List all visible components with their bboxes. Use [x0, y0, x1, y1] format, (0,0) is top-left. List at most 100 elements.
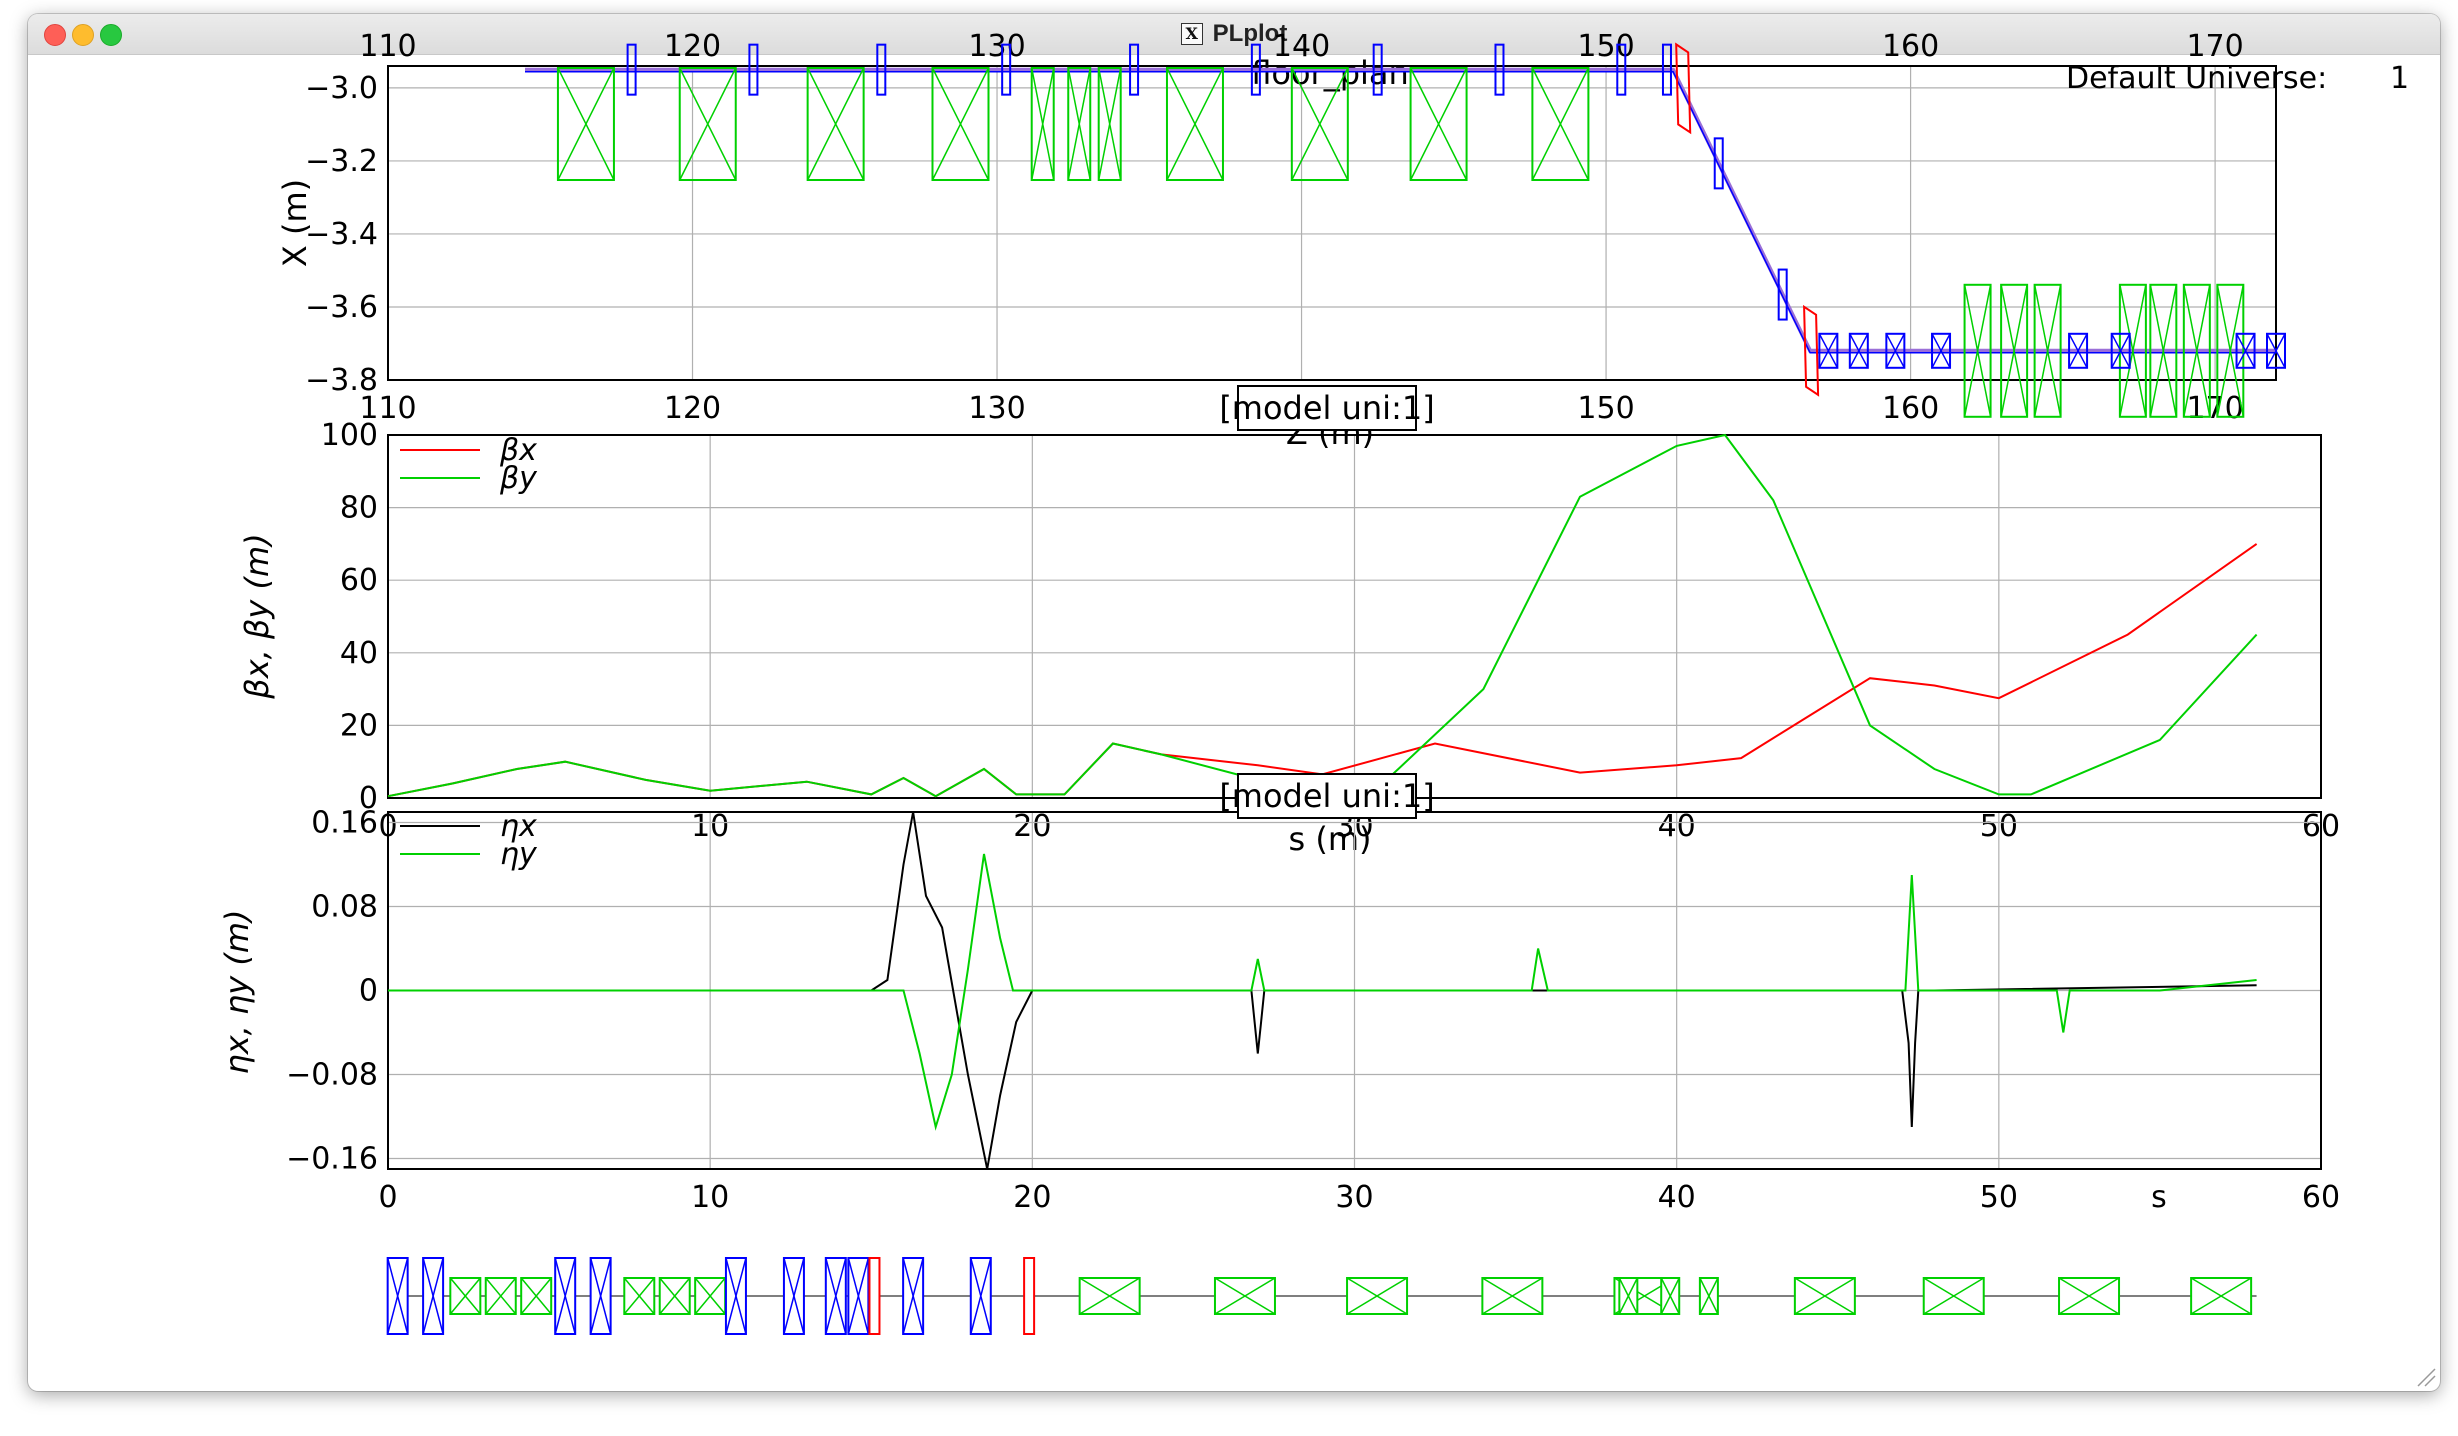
sextupole-cross: [2068, 333, 2088, 369]
plot-canvas: 1101101201201301301401401501501601601701…: [218, 29, 2409, 1335]
lattice-sextupole-cross: [902, 1257, 924, 1335]
sextupole-magnet: [748, 43, 759, 96]
lattice-quad-thin-cross: [1660, 1277, 1680, 1315]
sextupole-magnet: [1494, 43, 1505, 96]
lattice-quad-large-cross: [2190, 1277, 2252, 1315]
quadrupole-cross: [2000, 284, 2028, 417]
panel-title: floor_plan: [1251, 54, 1409, 92]
quadrupole-magnet: [1165, 67, 1224, 181]
legend-label: ηy: [500, 837, 538, 872]
resize-grip-icon[interactable]: [2414, 1365, 2436, 1387]
dispersion-panel: 0 10 20 30 40 50 60 0.16 0.08 0 −0.08 −0.16 [model u…: [218, 773, 2340, 1215]
lattice-quad-large-cross: [1346, 1277, 1408, 1315]
lattice-quad-thin-cross: [1618, 1277, 1639, 1315]
sextupole-magnet: [1848, 332, 1869, 369]
y-axis-label: X (m): [276, 179, 314, 267]
sextupole-cross: [1818, 333, 1839, 369]
x-tick-label: 20: [1013, 1180, 1051, 1215]
sextupole-magnet: [1818, 332, 1839, 369]
quadrupole-magnet: [2000, 283, 2029, 418]
y-tick-label: 40: [340, 636, 378, 671]
y-tick-label: −3.4: [305, 217, 378, 252]
dipole-bend: [1675, 42, 1692, 135]
x-tick-label: 160: [1882, 391, 1939, 426]
x-tick-label-top: 140: [1273, 29, 1330, 64]
quadrupole-magnet: [2216, 283, 2245, 418]
minimize-window-button[interactable]: [72, 24, 94, 46]
sextupole-cross: [1849, 333, 1869, 369]
lattice-quad-small-cross: [449, 1277, 481, 1315]
y-tick-label: −0.16: [286, 1142, 378, 1177]
lattice-layout-panel: [386, 1257, 2257, 1335]
sextupole-magnet: [2235, 332, 2256, 369]
quadrupole-cross: [2183, 284, 2211, 417]
quadrupole-magnet: [1290, 67, 1349, 181]
lattice-sextupole-cross: [386, 1257, 409, 1335]
quadrupole-magnet: [678, 67, 737, 181]
lattice-quad-large-cross: [1794, 1277, 1856, 1315]
sextupole-magnet: [1661, 43, 1672, 96]
quadrupole-magnet: [2149, 283, 2178, 418]
y-tick-label: 100: [321, 418, 378, 453]
quadrupole-cross: [2119, 284, 2147, 417]
close-window-button[interactable]: [44, 24, 66, 46]
x-tick-label-top: 110: [359, 29, 416, 64]
quadrupole-cross: [2033, 284, 2062, 417]
y-tick-label: −3.6: [305, 290, 378, 325]
sextupole-magnet: [1372, 43, 1383, 96]
sextupole-cross: [2235, 333, 2256, 369]
lattice-quad-small-cross: [520, 1277, 552, 1315]
universe-label: Default Universe:: [2066, 61, 2327, 96]
sextupole-cross: [2266, 333, 2286, 369]
plplot-window: X PLplot 1101101201201301301401401501501…: [28, 14, 2440, 1391]
lattice-quad-small-cross: [694, 1277, 726, 1315]
sextupole-magnet: [1616, 43, 1627, 96]
lattice-bend: [868, 1257, 881, 1335]
quadrupole-magnet: [1067, 67, 1092, 181]
legend-label: βy: [499, 461, 538, 496]
x-tick-label: 10: [691, 1180, 729, 1215]
x-tick-label: 120: [664, 391, 721, 426]
x-axis-label: s (m): [1289, 820, 1372, 858]
quadrupole-magnet: [931, 67, 990, 181]
lattice-quad-large-cross: [2058, 1277, 2120, 1315]
title-bar[interactable]: X PLplot: [28, 14, 2440, 55]
y-tick-label: 80: [340, 491, 378, 526]
lattice-quad-small-cross: [623, 1277, 655, 1315]
x-tick-label: 170: [2186, 391, 2243, 426]
quadrupole-cross: [1030, 67, 1055, 181]
beamline-path: [525, 67, 2276, 353]
uni-label: [model uni:1]: [1219, 389, 1434, 427]
lattice-quad-large-cross: [1214, 1277, 1276, 1315]
sextupole-cross: [2111, 333, 2131, 369]
quadrupole-magnet: [1963, 283, 1992, 418]
lattice-sextupole-cross: [847, 1257, 870, 1335]
quadrupole-magnet: [806, 67, 865, 181]
x-tick-label: 60: [2302, 1180, 2340, 1215]
quadrupole-cross: [557, 67, 615, 181]
quadrupole-cross: [1409, 67, 1468, 181]
sextupole-magnet: [1129, 43, 1140, 96]
zoom-window-button[interactable]: [100, 24, 122, 46]
lattice-sextupole-cross: [589, 1257, 612, 1335]
x-tick-label: 0: [378, 1180, 397, 1215]
y-tick-label: −3.8: [305, 363, 378, 398]
lattice-quad-small-cross: [659, 1277, 691, 1315]
x-axis-label: s: [2151, 1180, 2167, 1215]
quadrupole-cross: [2149, 284, 2178, 417]
sextupole-magnet: [1931, 332, 1952, 369]
x-tick-label: 40: [1658, 1180, 1696, 1215]
x-tick-label-top: 160: [1882, 29, 1939, 64]
y-tick-label: −3.0: [305, 71, 378, 106]
y-tick-label: 0: [359, 781, 378, 816]
y-axis-label: ηx, ηy (m): [218, 909, 256, 1074]
x-tick-label: 50: [1980, 1180, 2018, 1215]
quadrupole-cross: [1291, 67, 1349, 181]
quadrupole-cross: [1166, 67, 1224, 181]
sextupole-magnet: [1885, 332, 1906, 369]
lattice-quad-large-cross: [1079, 1277, 1141, 1315]
y-tick-label: 0.08: [311, 890, 378, 925]
series-line-ηy: [388, 853, 2257, 1131]
lattice-sextupole-cross: [825, 1257, 847, 1335]
sextupole-magnet: [1777, 268, 1788, 321]
